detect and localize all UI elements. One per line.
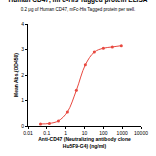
svg-text:1: 1 xyxy=(64,130,67,136)
svg-text:Human CD47, mFc-His Tagged pro: Human CD47, mFc-His Tagged protein ELISA… xyxy=(9,0,148,12)
svg-text:1000: 1000 xyxy=(117,130,128,136)
svg-text:10: 10 xyxy=(82,130,88,136)
svg-text:2: 2 xyxy=(21,72,24,78)
svg-text:10000: 10000 xyxy=(134,130,148,136)
svg-text:Anti-CD47 (Neutralizing antibo: Anti-CD47 (Neutralizing antibody cloneHu… xyxy=(38,136,131,149)
svg-text:0.01: 0.01 xyxy=(23,130,33,136)
svg-text:4: 4 xyxy=(21,21,24,27)
svg-text:1: 1 xyxy=(21,97,24,103)
svg-text:100: 100 xyxy=(99,130,108,136)
svg-text:0.1: 0.1 xyxy=(43,130,50,136)
svg-text:0: 0 xyxy=(21,123,24,129)
svg-text:3: 3 xyxy=(21,46,24,52)
svg-text:Mean Abs.(OD450): Mean Abs.(OD450) xyxy=(13,53,19,97)
